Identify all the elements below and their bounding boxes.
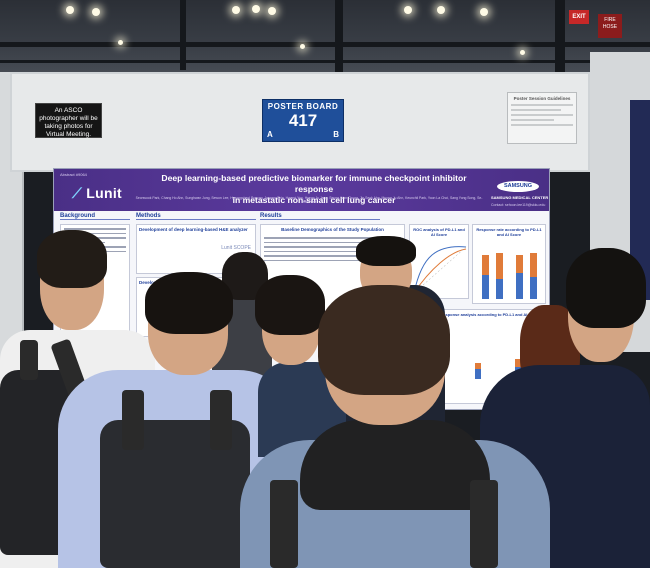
bar-orange [475, 363, 481, 369]
lunit-logo-text: Lunit [86, 185, 123, 201]
ceiling-light [92, 8, 100, 16]
bar-blue [475, 369, 481, 379]
poster-title-line2: in metastatic non-small cell lung cancer [232, 195, 396, 205]
table-row [264, 250, 401, 252]
text-line [64, 228, 126, 230]
table-row [264, 241, 401, 243]
text-line [64, 232, 126, 234]
ceiling-light [520, 50, 525, 55]
notice-text-line [511, 124, 573, 126]
bar-orange [482, 255, 489, 275]
methods-box-title: Development of deep learning-based H&E a… [139, 227, 248, 232]
side-poster-screen [630, 100, 650, 300]
attendee-hair [356, 236, 416, 266]
bar-orange [515, 359, 521, 367]
attendee-hood [300, 420, 490, 510]
roc-curve [413, 246, 467, 294]
section-background: Background [60, 213, 130, 220]
lunit-scope-label: Lunit SCOPE [221, 245, 251, 251]
response-title: Response rate according to PD-L1 and AI … [476, 227, 542, 237]
attendee-hair [37, 230, 107, 288]
ceiling-truss [0, 42, 650, 47]
attendee-hair [566, 248, 646, 328]
asco-photographer-notice: An ASCO photographer will be taking phot… [35, 103, 102, 138]
bar-blue [530, 277, 537, 299]
table-row [264, 246, 401, 248]
poster-title-line1: Deep learning-based predictive biomarker… [161, 173, 467, 194]
ceiling-truss [335, 0, 343, 72]
backpack-strap [270, 480, 298, 568]
bar-blue [516, 273, 523, 299]
ceiling-light [118, 40, 123, 45]
bar-blue [496, 279, 503, 299]
backpack-strap [210, 390, 232, 450]
backpack-strap [122, 390, 144, 450]
poster-title: Deep learning-based predictive biomarker… [144, 173, 484, 206]
ceiling-light [437, 6, 445, 14]
notice-text-line [511, 119, 555, 121]
ceiling-light [268, 7, 276, 15]
bottom-analysis-title: Response analysis according to PD-L1 and… [440, 312, 540, 317]
exhibit-hall-ceiling [0, 0, 650, 80]
bar-orange [516, 255, 523, 273]
backpack-strap [470, 480, 498, 568]
response-bar-chart [474, 239, 544, 299]
table-row [264, 237, 401, 239]
poster-contact: Contact: sehoon.lee119@skku.edu [491, 203, 546, 207]
attendee-hair [145, 272, 233, 334]
notice-text-line [511, 104, 573, 106]
samsung-medical-center: SAMSUNG MEDICAL CENTER [491, 195, 549, 200]
attendee-hair [318, 285, 450, 395]
poster-board-side-a: A [267, 130, 273, 139]
notice-text-line [511, 109, 561, 111]
notice-title: Poster Session Guidelines [513, 96, 571, 101]
poster-session-notice: Poster Session Guidelines [507, 92, 577, 144]
ceiling-light [232, 6, 240, 14]
bar-orange [496, 253, 503, 279]
ceiling-truss [180, 0, 186, 70]
poster-board-label: POSTER BOARD [267, 102, 339, 111]
exit-sign: EXIT [569, 10, 589, 24]
fire-hose-sign: FIRE HOSE [598, 14, 622, 38]
bar-orange [530, 253, 537, 277]
poster-board-side-b: B [333, 130, 339, 139]
ceiling-truss [555, 0, 565, 80]
ceiling-light [480, 8, 488, 16]
ceiling-light [66, 6, 74, 14]
section-results: Results [260, 213, 380, 220]
ceiling-light [252, 5, 260, 13]
poster-board-number: 417 [288, 111, 318, 130]
lunit-logo: ⟋ Lunit [72, 185, 122, 202]
ceiling-light [404, 6, 412, 14]
bar-blue [482, 275, 489, 299]
results-table-title: Baseline Demographics of the Study Popul… [281, 227, 384, 232]
section-methods: Methods [136, 213, 256, 220]
attendee-hair [255, 275, 325, 335]
roc-title: ROC analysis of PD-L1 and AI Score [413, 227, 465, 237]
samsung-logo: SAMSUNG [497, 181, 539, 192]
abstract-number: Abstract #9064 [60, 172, 87, 177]
ceiling-truss [0, 60, 650, 63]
lunit-mark-icon: ⟋ [72, 185, 87, 201]
backpack-strap [20, 340, 38, 380]
notice-text-line [511, 114, 573, 116]
ceiling-light [300, 44, 305, 49]
poster-authors: Seonwook Park, Chang Ho Ahn, Sunghwan Ju… [135, 196, 483, 204]
table-row [264, 255, 401, 257]
poster-header: Abstract #9064 ⟋ Lunit Deep learning-bas… [54, 169, 549, 211]
table-row [264, 259, 401, 261]
poster-board-sign: POSTER BOARD 417 A B [262, 99, 344, 142]
